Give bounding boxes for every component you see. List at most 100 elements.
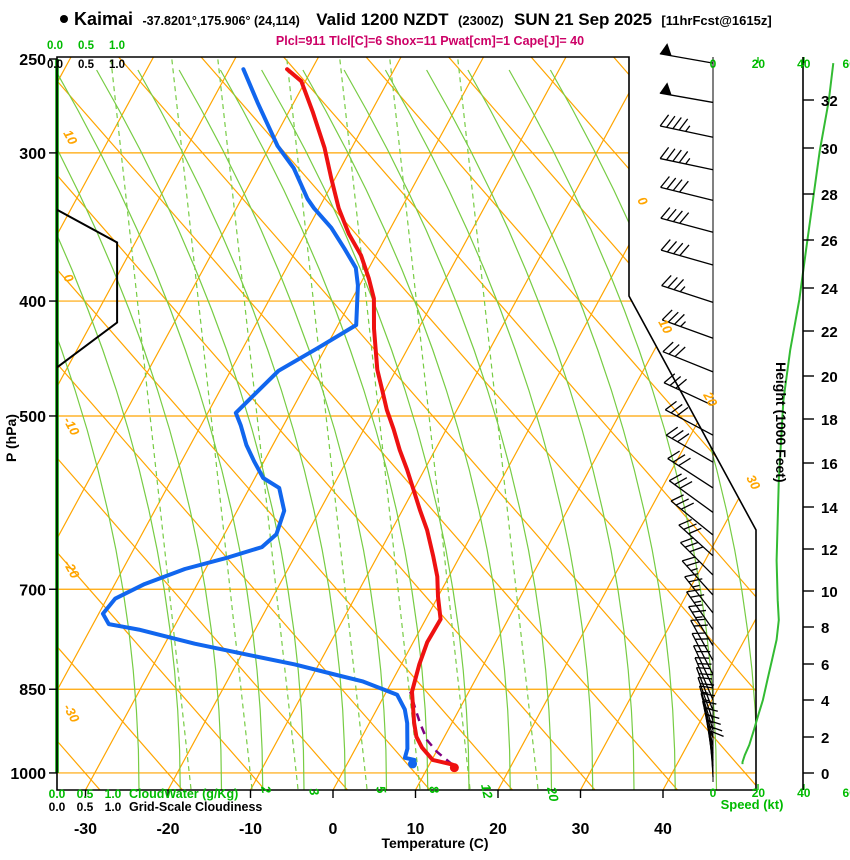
- wind-barb-staff: [659, 53, 714, 64]
- dry-adiabat-line: [57, 57, 348, 790]
- wind-barb-staff: [662, 319, 714, 339]
- wind-barb-feather: [674, 313, 685, 325]
- wind-barb: [660, 207, 714, 233]
- wind-barb-half-feather: [695, 616, 703, 619]
- wind-barb-half-feather: [701, 691, 709, 694]
- moist-adiabat-line: [467, 69, 676, 790]
- temperature-curve: [285, 67, 455, 767]
- wind-barb-feather: [700, 692, 715, 697]
- cloudiness-scale-top: 0.5: [78, 59, 95, 71]
- wind-barb: [697, 676, 715, 722]
- wind-barb-staff: [660, 217, 714, 233]
- isotherm-label: 20: [700, 388, 721, 409]
- wind-barb-feather: [696, 667, 711, 670]
- height-tick-label: 4: [821, 693, 830, 710]
- wind-barb-feather: [676, 406, 689, 417]
- wind-barb-feather: [688, 527, 702, 535]
- wind-barb-feather: [672, 210, 683, 223]
- pressure-tick-label: 300: [19, 146, 46, 163]
- wind-barb-feather: [702, 700, 717, 705]
- cloudwater-axis-title: CloudWater (g/Kg): [129, 787, 238, 801]
- wind-barb-feather: [672, 117, 682, 130]
- cloudiness-scale-bottom: 0.5: [77, 800, 94, 814]
- wind-barb-staff: [691, 633, 714, 675]
- grid-lines: [57, 57, 756, 790]
- wind-barb-feather: [675, 378, 687, 389]
- height-tick-label: 30: [821, 141, 838, 158]
- dry-adiabat-line: [448, 57, 756, 790]
- wind-barb-feather: [684, 572, 699, 578]
- dry-adiabat-line: [200, 57, 756, 790]
- wind-barb-feather: [691, 609, 707, 613]
- wind-barb-half-feather: [679, 286, 686, 293]
- speed-tick-label-bottom: 0: [710, 786, 717, 800]
- temperature-tick-label: 40: [654, 821, 672, 838]
- wind-barb: [692, 645, 714, 688]
- wind-barb-feather: [686, 588, 701, 593]
- valid-date: SUN 21 Sep 2025: [514, 10, 652, 29]
- surface-temperature-dot: [449, 763, 459, 773]
- wind-barb-feather: [668, 473, 682, 482]
- wind-barb: [678, 518, 714, 557]
- dry-adiabat-line: [365, 57, 756, 790]
- wind-barb-half-feather: [702, 698, 710, 702]
- isotherm-label: 10: [60, 127, 81, 148]
- moist-adiabat-line: [549, 69, 756, 790]
- pressure-axis-title: P (hPa): [3, 414, 19, 462]
- wind-barb-staff: [665, 409, 714, 436]
- pressure-tick-label: 250: [19, 52, 46, 69]
- speed-tick-label-bottom: 60: [843, 786, 850, 800]
- wind-barb-feather: [679, 480, 693, 489]
- wind-barb-feather: [679, 180, 689, 193]
- wind-barb-feather: [661, 309, 673, 321]
- wind-barb: [660, 176, 714, 202]
- wind-barb-feather: [678, 518, 692, 526]
- wind-barb-feather: [667, 276, 678, 289]
- wind-barb-feather: [698, 673, 713, 676]
- height-tick-label: 22: [821, 324, 838, 341]
- wind-barb-staff: [660, 157, 714, 171]
- pressure-tick-label: 500: [19, 409, 46, 426]
- wind-barb: [659, 114, 714, 138]
- valid-zulu: (2300Z): [458, 13, 504, 28]
- moist-adiabat-line: [384, 69, 594, 790]
- wind-barb-feather: [680, 537, 694, 544]
- wind-barb-feather: [678, 457, 691, 467]
- wind-barb-feather: [672, 149, 682, 162]
- cloudiness-profile: [56, 208, 119, 369]
- wind-barb-staff: [692, 645, 714, 688]
- dry-adiabat-line: [57, 57, 183, 790]
- wind-barb-staff: [660, 249, 714, 266]
- cloudiness-axis-title: Grid-Scale Cloudiness: [129, 800, 262, 814]
- valid-time: Valid 1200 NZDT: [316, 10, 449, 29]
- site-name: Kaimai: [74, 9, 133, 29]
- pressure-tick-label: 1000: [10, 766, 46, 783]
- cloudwater-scale-bottom: 1.0: [105, 787, 122, 801]
- isotherm-line: [57, 57, 155, 790]
- wind-barb-feather: [690, 618, 705, 622]
- cloudwater-scale-top: 1.0: [109, 40, 125, 52]
- wind-barb-feather: [666, 115, 676, 128]
- isotherm-line: [414, 57, 756, 790]
- wind-barb-half-feather: [685, 157, 691, 165]
- height-tick-label: 26: [821, 233, 838, 250]
- moist-adiabat-line: [57, 69, 181, 790]
- wind-barb-feather: [689, 546, 704, 553]
- height-tick-label: 10: [821, 584, 838, 601]
- height-tick-label: 6: [821, 657, 829, 674]
- wind-barb-staff: [695, 667, 714, 711]
- wind-barb: [695, 667, 714, 711]
- cloudwater-scale-bottom: 0.0: [49, 787, 66, 801]
- wind-barb-staff: [694, 657, 714, 701]
- dry-adiabat-line: [57, 57, 513, 790]
- wind-barb-staff: [667, 457, 714, 489]
- speed-tick-label-top: 40: [797, 57, 811, 71]
- temperature-tick-label: 10: [407, 821, 425, 838]
- cloudiness-scale-top: 0.0: [47, 59, 63, 71]
- wind-barb-feather: [672, 454, 686, 463]
- title-line: Kaimai -37.8201°,175.906° (24,114) Valid…: [74, 9, 772, 29]
- wind-barb: [668, 473, 714, 513]
- temperature-tick-label: -20: [156, 821, 179, 838]
- moist-adiabat-line: [96, 69, 305, 790]
